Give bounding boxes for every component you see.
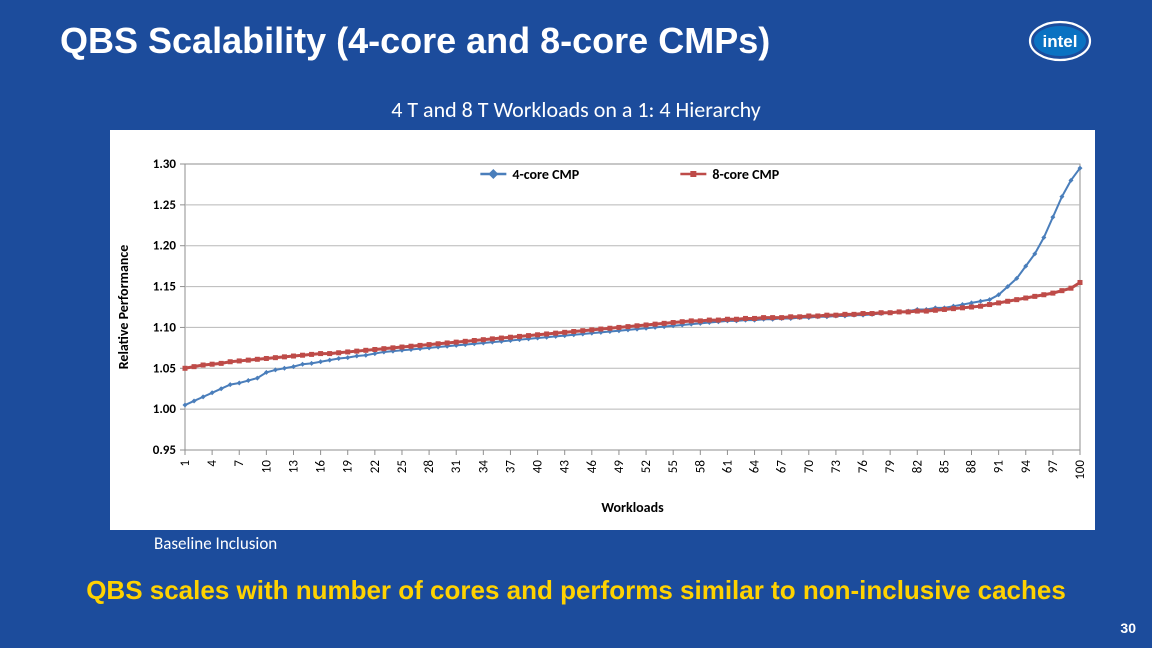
svg-text:52: 52 (639, 460, 654, 474)
svg-text:49: 49 (612, 460, 627, 474)
svg-text:1.30: 1.30 (153, 157, 177, 172)
chart-container: 0.95 1.00 1.05 1.10 1.15 1.20 1.25 1.30 1 4 7 10 13 1… (110, 130, 1095, 530)
svg-text:Relative Performance: Relative Performance (115, 245, 132, 370)
svg-text:1.00: 1.00 (153, 402, 177, 417)
svg-text:40: 40 (531, 460, 546, 474)
svg-text:16: 16 (314, 460, 329, 474)
svg-text:7: 7 (232, 460, 247, 467)
svg-text:82: 82 (910, 460, 925, 474)
svg-text:61: 61 (720, 460, 735, 473)
svg-text:70: 70 (802, 460, 817, 474)
intel-logo: intel (1028, 20, 1092, 62)
svg-text:25: 25 (395, 460, 410, 473)
svg-text:67: 67 (775, 460, 790, 474)
svg-text:22: 22 (368, 460, 383, 474)
conclusion-text: QBS scales with number of cores and perf… (0, 575, 1152, 606)
svg-text:28: 28 (422, 460, 437, 474)
svg-text:34: 34 (476, 460, 491, 474)
svg-text:97: 97 (1046, 460, 1061, 474)
slide-subtitle: 4 T and 8 T Workloads on a 1: 4 Hierarch… (0, 96, 1152, 123)
svg-text:19: 19 (341, 460, 356, 474)
svg-text:64: 64 (748, 460, 763, 474)
page-number: 30 (1120, 620, 1136, 636)
svg-text:1.20: 1.20 (153, 239, 177, 254)
svg-text:Workloads: Workloads (601, 499, 664, 516)
slide: QBS Scalability (4-core and 8-core CMPs)… (0, 0, 1152, 648)
svg-text:85: 85 (937, 460, 952, 473)
svg-text:8-core CMP: 8-core CMP (712, 166, 779, 183)
svg-text:intel: intel (1043, 32, 1078, 51)
svg-text:4: 4 (205, 460, 220, 467)
svg-text:13: 13 (286, 460, 301, 474)
svg-text:4-core CMP: 4-core CMP (512, 166, 579, 183)
svg-text:73: 73 (829, 460, 844, 474)
svg-text:1.05: 1.05 (153, 361, 176, 376)
svg-text:31: 31 (449, 460, 464, 473)
svg-text:10: 10 (259, 460, 274, 474)
svg-text:46: 46 (585, 460, 600, 474)
title-bar: QBS Scalability (4-core and 8-core CMPs)… (60, 20, 1092, 62)
baseline-note: Baseline Inclusion (154, 533, 277, 554)
svg-text:1.25: 1.25 (153, 198, 176, 213)
svg-text:88: 88 (965, 460, 980, 474)
chart-svg: 0.95 1.00 1.05 1.10 1.15 1.20 1.25 1.30 1 4 7 10 13 1… (110, 130, 1095, 530)
svg-text:100: 100 (1073, 460, 1088, 480)
svg-text:55: 55 (666, 460, 681, 473)
svg-text:1.15: 1.15 (153, 280, 176, 295)
svg-text:94: 94 (1019, 460, 1034, 474)
svg-text:37: 37 (503, 460, 518, 474)
svg-text:1.10: 1.10 (153, 320, 177, 335)
svg-text:79: 79 (883, 460, 898, 474)
svg-text:76: 76 (856, 460, 871, 474)
svg-text:1: 1 (178, 460, 193, 467)
svg-text:91: 91 (992, 460, 1007, 473)
svg-text:43: 43 (558, 460, 573, 474)
svg-text:0.95: 0.95 (153, 443, 176, 458)
slide-title: QBS Scalability (4-core and 8-core CMPs) (60, 20, 770, 62)
svg-text:58: 58 (693, 460, 708, 474)
